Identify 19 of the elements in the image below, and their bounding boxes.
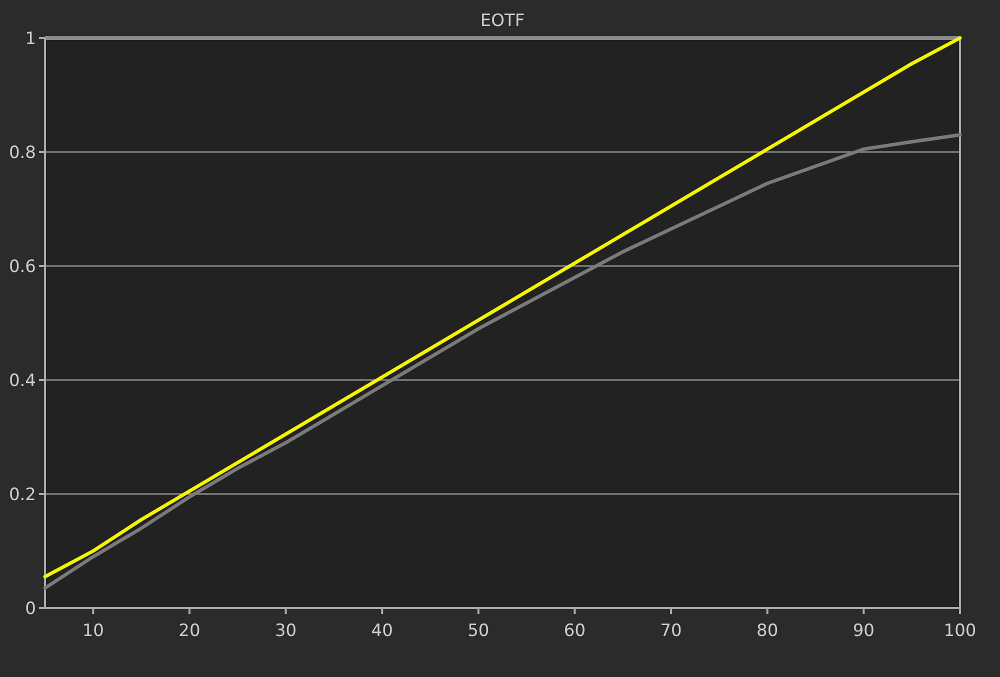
y-tick-label: 1 bbox=[25, 29, 36, 49]
y-tick-label: 0.4 bbox=[8, 371, 36, 391]
y-tick-label: 0.6 bbox=[8, 257, 36, 277]
y-tick-label: 0 bbox=[25, 599, 36, 619]
x-tick-label: 70 bbox=[660, 621, 682, 641]
x-tick-label: 20 bbox=[178, 621, 200, 641]
line-series bbox=[43, 133, 962, 590]
x-tick-label: 90 bbox=[852, 621, 875, 641]
x-tick-label: 80 bbox=[756, 621, 778, 641]
y-tick-label: 0.8 bbox=[8, 143, 36, 163]
x-tick-label: 100 bbox=[944, 621, 976, 641]
chart-title: EOTF bbox=[480, 11, 525, 31]
x-tick-label: 30 bbox=[274, 621, 297, 641]
line-series bbox=[43, 36, 962, 578]
y-tick-label: 0.2 bbox=[8, 485, 36, 505]
x-tick-label: 10 bbox=[82, 621, 104, 641]
x-tick-label: 60 bbox=[564, 621, 586, 641]
x-tick-label: 50 bbox=[468, 621, 490, 641]
x-tick-label: 40 bbox=[371, 621, 393, 641]
